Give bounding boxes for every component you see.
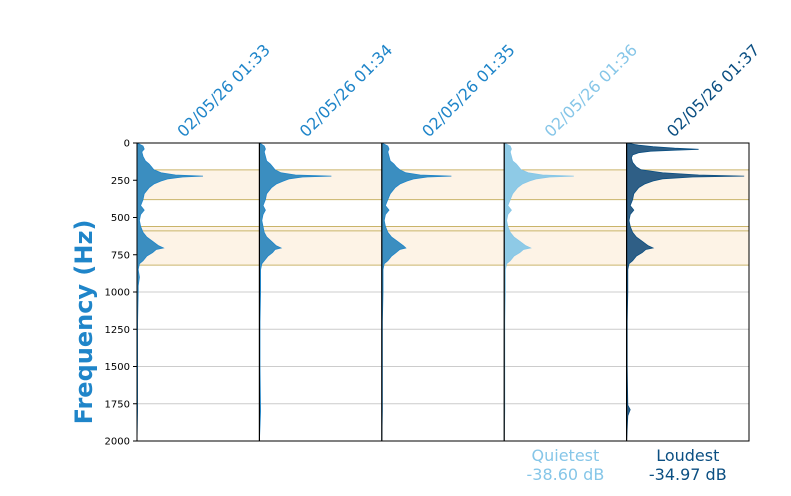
y-axis-ticks: 0 250 500 750 1000 1250 1500 1750 2000 bbox=[105, 139, 137, 448]
profile-0 bbox=[136, 142, 204, 442]
y-tick-label-1000: 1000 bbox=[105, 288, 130, 299]
annotation-label-0: Quietest bbox=[532, 446, 600, 465]
column-title-4: 02/05/26 01:37 bbox=[663, 40, 763, 140]
y-tick-label-0: 0 bbox=[124, 139, 130, 150]
profile-2 bbox=[381, 142, 452, 442]
y-axis-label: Frequency (Hz) bbox=[70, 220, 98, 425]
profile-3 bbox=[503, 142, 574, 442]
y-tick-label-750: 750 bbox=[111, 250, 130, 261]
y-tick-label-1500: 1500 bbox=[105, 362, 130, 373]
frequency-bands bbox=[137, 169, 749, 266]
column-title-1: 02/05/26 01:34 bbox=[296, 40, 396, 140]
y-tick-label-500: 500 bbox=[111, 213, 130, 224]
gridlines bbox=[137, 291, 749, 405]
annotation-label-1: Loudest bbox=[656, 446, 719, 465]
column-title-2: 02/05/26 01:35 bbox=[418, 40, 518, 140]
frequency-profiles bbox=[136, 142, 745, 442]
y-tick-label-250: 250 bbox=[111, 176, 130, 187]
y-tick-label-1250: 1250 bbox=[105, 325, 130, 336]
annotation-value-1: -34.97 dB bbox=[649, 465, 727, 484]
profile-1 bbox=[259, 142, 332, 442]
annotation-value-0: -38.60 dB bbox=[527, 465, 605, 484]
column-title-3: 02/05/26 01:36 bbox=[541, 40, 641, 140]
band-1 bbox=[137, 226, 749, 266]
loudness-annotations: Quietest-38.60 dB Loudest-34.97 dB bbox=[527, 446, 727, 484]
y-tick-label-1750: 1750 bbox=[105, 399, 130, 410]
profile-4 bbox=[626, 142, 745, 442]
y-tick-label-2000: 2000 bbox=[105, 437, 130, 448]
column-titles: 02/05/26 01:33 02/05/26 01:34 02/05/26 01:… bbox=[173, 40, 763, 140]
column-title-0: 02/05/26 01:33 bbox=[173, 40, 273, 140]
